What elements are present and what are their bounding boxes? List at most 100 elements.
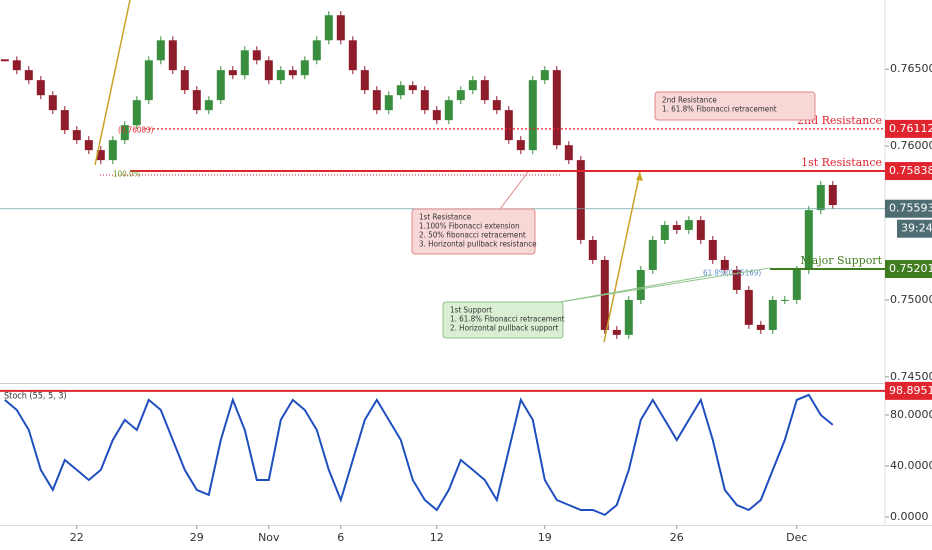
candle — [564, 145, 573, 161]
candle — [108, 140, 117, 161]
candle — [612, 329, 621, 335]
y-tick-label: 0.76000 — [890, 139, 932, 152]
candle — [432, 110, 441, 121]
candle — [264, 60, 273, 81]
candle — [504, 110, 513, 141]
candle — [528, 80, 537, 151]
candle — [684, 220, 693, 230]
candle — [768, 299, 777, 330]
candle — [120, 125, 129, 141]
price-tag — [885, 162, 932, 181]
note-box — [442, 301, 564, 339]
candle — [552, 70, 561, 146]
x-tick-label: 29 — [190, 531, 204, 544]
candle — [132, 100, 141, 126]
x-tick-label: Nov — [258, 531, 280, 544]
candle — [252, 50, 261, 61]
fib-label: (0.76083) — [118, 126, 154, 135]
arrow-head — [636, 172, 643, 181]
candle — [480, 80, 489, 101]
note-box — [654, 91, 816, 121]
candle — [96, 150, 105, 161]
price-tag-label: 0.75201 — [889, 262, 932, 275]
candle — [312, 40, 321, 61]
candle — [588, 239, 597, 260]
countdown: 39:24 — [901, 222, 932, 235]
candle — [288, 70, 297, 76]
candle — [816, 185, 825, 211]
candle — [156, 40, 165, 61]
candle — [660, 225, 669, 240]
note-text: 1st Resistance — [419, 213, 472, 222]
candle — [276, 70, 285, 81]
candle — [636, 269, 645, 300]
level-label: 2nd Resistance — [797, 114, 882, 127]
candle — [720, 259, 729, 270]
candle — [24, 70, 33, 81]
candle — [12, 60, 21, 71]
candle — [492, 100, 501, 111]
note-connector — [559, 267, 771, 303]
note-text: 1.100% Fibonacci extension — [419, 222, 520, 231]
countdown-tag — [897, 219, 932, 238]
candle — [60, 110, 69, 131]
price-tag — [885, 119, 932, 138]
fib-label: 100.0% — [113, 170, 141, 179]
note-connector — [499, 171, 529, 210]
candle — [648, 239, 657, 270]
x-tick-label: 26 — [670, 531, 684, 544]
candle — [780, 299, 789, 301]
candle — [420, 90, 429, 111]
candle — [624, 299, 633, 335]
note-text: 1. 61.8% Fibonacci retracement — [450, 315, 565, 324]
candle — [168, 40, 177, 71]
candle — [84, 140, 93, 151]
candle — [192, 90, 201, 111]
candle — [804, 210, 813, 270]
x-tick-label: 22 — [70, 531, 84, 544]
y-tick-label: 0.75000 — [890, 293, 932, 306]
candle — [240, 50, 249, 76]
price-tag-label: 98.8951 — [889, 384, 932, 397]
candle — [444, 100, 453, 121]
fib-arrow — [94, 0, 131, 166]
candle — [336, 15, 345, 41]
note-text: 2. Horizontal pullback support — [450, 324, 559, 333]
candle — [540, 70, 549, 81]
price-tag — [885, 199, 932, 218]
candle — [756, 324, 765, 330]
level-label: 1st Resistance — [801, 156, 882, 169]
candle — [348, 40, 357, 71]
fib-label: 61.8%(0.75169) — [703, 269, 761, 278]
candle — [744, 289, 753, 325]
stoch-title: Stoch (55, 5, 3) — [4, 392, 67, 402]
candle — [468, 80, 477, 91]
candle — [216, 70, 225, 101]
candle — [708, 239, 717, 260]
candle — [48, 95, 57, 111]
y-tick-label: 40.0000 — [890, 459, 932, 472]
y-tick-label: 0.74500 — [890, 370, 932, 383]
x-tick-label: 19 — [538, 531, 552, 544]
candle — [456, 90, 465, 101]
price-panel — [0, 11, 837, 339]
candle — [696, 220, 705, 240]
note-text: 2nd Resistance — [662, 96, 717, 105]
note-box — [411, 208, 536, 255]
candle — [384, 95, 393, 111]
note-text: 1st Support — [450, 306, 492, 315]
level-label: Major Support — [800, 254, 882, 267]
x-tick-label: Dec — [786, 531, 807, 544]
candle — [360, 70, 369, 91]
y-tick-label: 80.0000 — [890, 408, 932, 421]
price-tag-label: 0.75838 — [889, 164, 932, 177]
candle — [180, 70, 189, 91]
candle — [576, 160, 585, 240]
stoch-line — [4, 393, 834, 517]
x-tick-label: 12 — [430, 531, 444, 544]
note-text: 1. 61.8% Fibonacci retracement — [662, 105, 777, 114]
candle — [324, 15, 333, 41]
x-tick-label: 6 — [337, 531, 344, 544]
